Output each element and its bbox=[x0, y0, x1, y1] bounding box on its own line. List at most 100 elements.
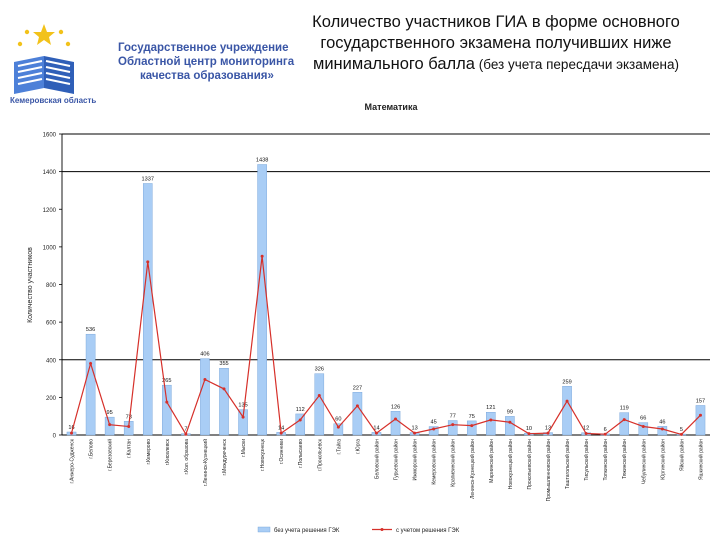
x-tick-label: Гурьевский район bbox=[393, 439, 400, 480]
line-point bbox=[355, 404, 359, 408]
bar-data-label: 66 bbox=[640, 416, 646, 422]
bar-data-label: 5 bbox=[680, 427, 683, 433]
bar bbox=[638, 422, 649, 436]
x-tick-label: г.Тайга bbox=[335, 439, 342, 455]
bar-data-label: 16 bbox=[68, 425, 74, 431]
x-tick-label: г.Мыски bbox=[241, 439, 247, 457]
x-tick-label: Таштагольский район bbox=[564, 439, 571, 489]
org-name-line2: Областной центр мониторинга bbox=[118, 56, 295, 68]
line-point bbox=[584, 431, 588, 435]
line-point bbox=[374, 431, 378, 435]
line-point bbox=[222, 387, 226, 391]
bar-data-label: 259 bbox=[562, 379, 571, 385]
x-tick-label: Мариинский район bbox=[488, 439, 495, 483]
x-tick-label: г.Осинники bbox=[279, 439, 285, 464]
y-tick-label: 600 bbox=[46, 321, 57, 327]
line-point bbox=[89, 362, 93, 366]
legend-bar-swatch bbox=[257, 526, 271, 533]
bar bbox=[619, 412, 630, 436]
bar bbox=[562, 386, 572, 436]
bar bbox=[314, 373, 325, 436]
y-tick-label: 1400 bbox=[43, 170, 57, 176]
y-axis-label: Количество участников bbox=[27, 247, 34, 323]
x-tick-label: Ижморский район bbox=[412, 439, 419, 481]
bar-data-label: 1438 bbox=[256, 157, 268, 163]
title-line-2: государственного экзамена получивших ниж… bbox=[320, 34, 672, 52]
x-tick-label: г.Кол. образова bbox=[184, 439, 190, 475]
bar-data-label: 46 bbox=[659, 419, 665, 425]
star-icon bbox=[33, 24, 55, 45]
org-name-line1: Государственное учреждение bbox=[118, 42, 289, 54]
line-point bbox=[317, 393, 321, 397]
line-point bbox=[279, 431, 283, 435]
bar-data-label: 13 bbox=[545, 426, 551, 432]
line-point bbox=[489, 418, 493, 422]
bar-data-label: 265 bbox=[162, 378, 171, 384]
series-line bbox=[70, 256, 701, 436]
x-tick-label: Яшкинский район bbox=[697, 439, 704, 480]
x-tick-label: Яйский район bbox=[678, 439, 685, 471]
bar-data-label: 135 bbox=[238, 403, 247, 409]
x-tick-label: Топкинский район bbox=[602, 439, 609, 481]
line-point bbox=[527, 432, 531, 436]
line-point bbox=[603, 432, 607, 436]
bar bbox=[505, 416, 515, 436]
bar bbox=[486, 412, 496, 436]
line-point bbox=[70, 431, 74, 435]
ocmko-logo bbox=[14, 24, 74, 94]
title-line-1: Количество участников ГИА в форме основн… bbox=[312, 13, 680, 31]
bar-data-label: 355 bbox=[219, 361, 228, 367]
bar-data-label: 119 bbox=[620, 406, 629, 412]
bar-data-label: 126 bbox=[391, 404, 400, 410]
x-tick-label: Беловский район bbox=[373, 439, 380, 479]
bar-data-label: 95 bbox=[107, 410, 113, 416]
bar-data-label: 6 bbox=[604, 427, 607, 433]
bar bbox=[333, 423, 344, 436]
line-point bbox=[394, 417, 398, 421]
x-tick-label: Юргинский район bbox=[659, 439, 666, 480]
x-tick-label: Чебулинский район bbox=[640, 439, 647, 484]
bar-data-label: 12 bbox=[583, 426, 589, 432]
org-name-line3: качества образования» bbox=[140, 70, 274, 82]
bar-data-label: 73 bbox=[126, 414, 132, 420]
bar-data-label: 112 bbox=[296, 407, 305, 413]
bar-data-label: 13 bbox=[411, 426, 417, 432]
x-tick-label: Тяжинский район bbox=[621, 439, 628, 479]
x-tick-label: Новокузнецкий район bbox=[507, 439, 514, 490]
x-tick-label: г.Калтан bbox=[127, 439, 133, 458]
x-tick-label: Кемеровский район bbox=[431, 439, 438, 485]
y-tick-label: 1200 bbox=[43, 208, 57, 214]
y-tick-label: 0 bbox=[53, 434, 57, 440]
y-tick-label: 800 bbox=[46, 283, 57, 289]
x-tick-label: Ленинск-Кузнецкий район bbox=[469, 439, 476, 499]
line-point bbox=[413, 431, 417, 435]
x-tick-label: Крапивинский район bbox=[450, 439, 457, 487]
bar-data-label: 1337 bbox=[142, 176, 154, 182]
x-tick-label: Промышленновский район bbox=[545, 439, 552, 502]
chart-title: Математика bbox=[365, 102, 419, 112]
line-point bbox=[203, 378, 207, 382]
line-point bbox=[165, 400, 169, 404]
line-point bbox=[298, 418, 302, 422]
bar-data-label: 75 bbox=[469, 414, 475, 420]
x-tick-label: г.Юрга bbox=[355, 439, 361, 454]
line-point bbox=[108, 423, 112, 427]
bar bbox=[428, 426, 439, 436]
line-point bbox=[679, 432, 683, 436]
bar bbox=[257, 164, 267, 436]
bar bbox=[390, 411, 401, 436]
x-tick-label: г.Междуреченск bbox=[222, 438, 228, 475]
x-tick-label: г.Прокопьевск bbox=[317, 438, 323, 471]
bar-data-label: 536 bbox=[86, 327, 95, 333]
bar bbox=[238, 409, 248, 436]
x-tick-label: г.Березовский bbox=[107, 439, 114, 471]
bar-data-label: 121 bbox=[486, 405, 495, 411]
x-tick-label: Прокопьевский район bbox=[526, 439, 533, 490]
bar-data-label: 14 bbox=[373, 425, 379, 431]
legend-bar-label: без учета решения ГЭК bbox=[274, 528, 340, 534]
logo-dots bbox=[17, 29, 71, 47]
line-point bbox=[127, 425, 131, 429]
bar-data-label: 326 bbox=[315, 367, 324, 373]
bar-data-label: 157 bbox=[696, 398, 705, 404]
